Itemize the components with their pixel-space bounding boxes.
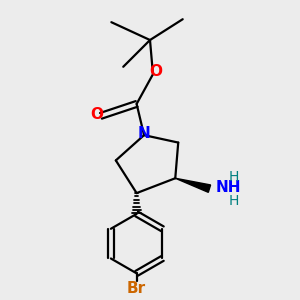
Text: Br: Br	[127, 281, 146, 296]
Text: H: H	[229, 194, 239, 208]
Polygon shape	[175, 178, 211, 192]
Text: O: O	[90, 107, 103, 122]
Text: NH: NH	[215, 180, 241, 195]
Text: H: H	[229, 170, 239, 184]
Text: O: O	[149, 64, 162, 79]
Text: N: N	[138, 126, 150, 141]
